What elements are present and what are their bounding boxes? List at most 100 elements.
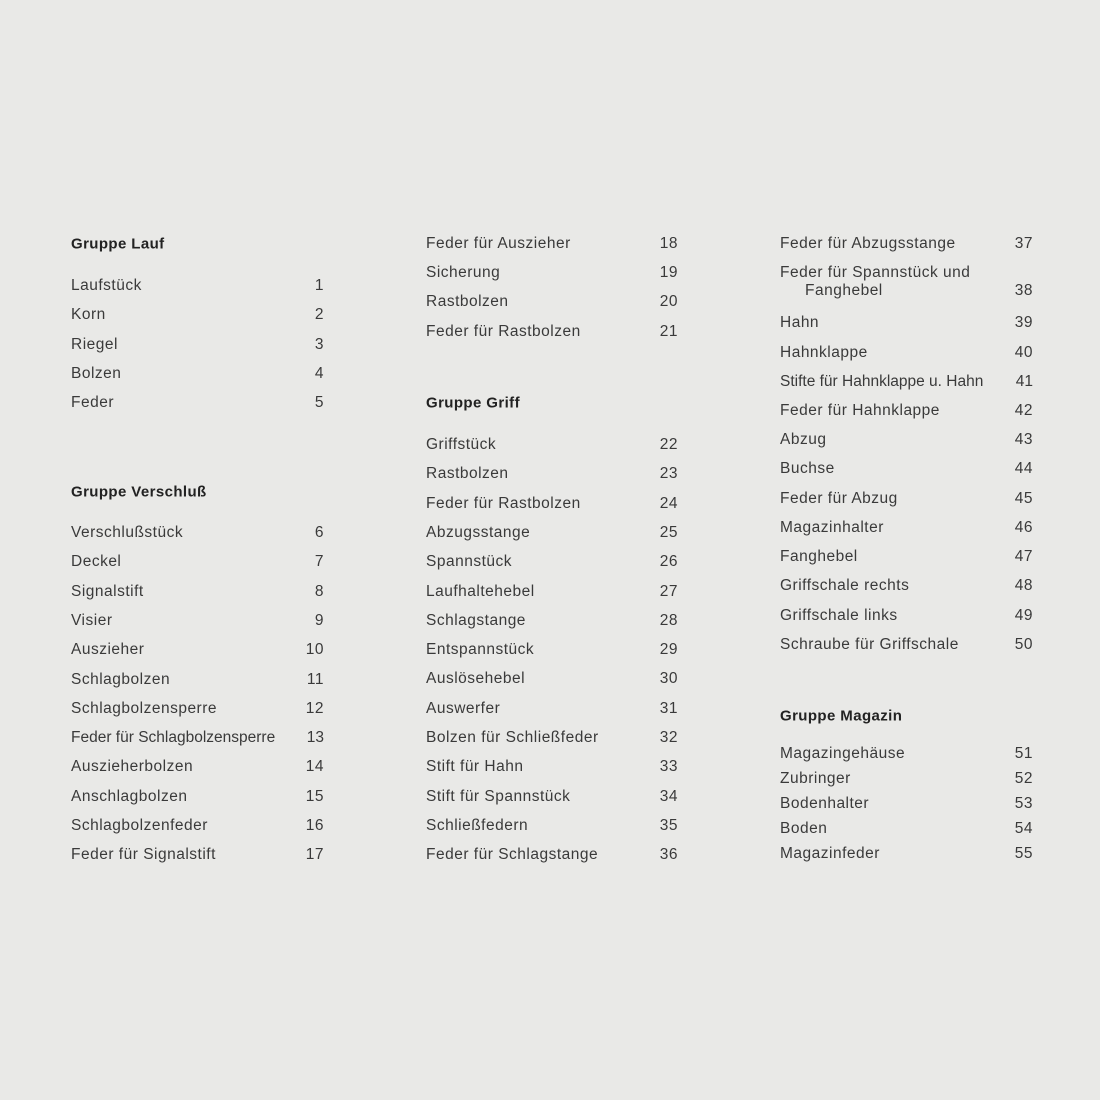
part-list-item: Visier 9: [71, 612, 324, 630]
part-number: 9: [314, 611, 324, 629]
part-list-item: Griffschale rechts 48: [780, 577, 1033, 595]
part-name: Bolzen für Schließfeder: [426, 729, 599, 746]
part-list-item: Rastbolzen 20: [426, 293, 678, 311]
part-name: Magazingehäuse: [780, 745, 906, 762]
part-list-item: Bolzen für Schließfeder 32: [426, 729, 678, 747]
part-list-item: Griffschale links 49: [780, 607, 1033, 625]
part-name: Feder für Schlagstange: [426, 846, 599, 864]
part-name: Schraube für Griffschale: [780, 636, 959, 653]
part-list-item: Schlagbolzen 11: [71, 671, 324, 689]
part-number: 2: [314, 306, 324, 323]
part-number: 28: [659, 611, 678, 629]
part-name: Auslösehebel: [426, 670, 526, 688]
part-name: Spannstück: [426, 553, 512, 571]
part-number: 49: [1014, 607, 1033, 624]
part-name: Rastbolzen: [426, 293, 509, 310]
part-name: Entspannstück: [426, 641, 535, 659]
part-name-continued: Fanghebel: [805, 282, 883, 299]
part-list-item: Feder für Signalstift 17: [71, 846, 324, 864]
part-list-item: Stift für Hahn 33: [426, 758, 678, 776]
part-name: Griffstück: [426, 436, 497, 453]
part-list-item: Magazinfeder 55: [780, 845, 1033, 863]
part-number: 6: [314, 524, 324, 541]
part-number: 22: [659, 436, 678, 453]
part-list-item: Bolzen 4: [71, 365, 324, 383]
part-name: Schließfedern: [426, 816, 529, 834]
part-name: Schlagbolzen: [71, 670, 171, 688]
group-header: Gruppe Magazin: [780, 707, 903, 725]
part-name: Auszieher: [71, 641, 145, 659]
part-list-item: Feder für Auszieher 18: [426, 235, 678, 253]
part-number: 41: [1015, 373, 1033, 390]
part-name: Griffschale rechts: [780, 577, 910, 594]
part-list-item: Schlagbolzenfeder 16: [71, 817, 324, 835]
part-name: Feder: [71, 394, 114, 411]
part-list-item: Laufhaltehebel 27: [426, 583, 678, 601]
part-name: Hahn: [780, 314, 820, 331]
part-number: 52: [1014, 770, 1033, 787]
part-number: 37: [1014, 235, 1033, 252]
part-name: Feder für Schlagbolzensperre: [71, 729, 276, 747]
part-number: 46: [1014, 519, 1033, 536]
part-list-item: Feder 5: [71, 394, 324, 412]
part-number: 18: [659, 235, 678, 252]
part-number: 8: [314, 582, 324, 600]
part-number: 30: [659, 670, 678, 688]
part-name: Bodenhalter: [780, 795, 870, 812]
part-name: Sicherung: [426, 264, 501, 281]
part-name: Stift für Hahn: [426, 758, 524, 776]
part-name: Verschlußstück: [71, 524, 184, 541]
part-name: Hahnklappe: [780, 343, 868, 361]
part-name: Boden: [780, 820, 828, 837]
part-number: 40: [1014, 343, 1033, 361]
part-name: Magazinfeder: [780, 845, 880, 862]
part-number: 33: [659, 758, 678, 776]
part-number: 32: [659, 729, 678, 746]
part-number: 17: [305, 846, 324, 864]
part-number: 54: [1014, 820, 1033, 837]
part-number: 51: [1014, 745, 1033, 762]
part-list-item: Schließfedern 35: [426, 817, 678, 835]
part-name: Feder für Abzug: [780, 490, 898, 507]
part-number: 15: [305, 787, 324, 805]
part-list-item: Feder für Schlagstange 36: [426, 846, 678, 864]
part-list-item: Korn 2: [71, 306, 324, 324]
part-list-item: Laufstück 1: [71, 277, 324, 295]
part-list-item: Feder für Spannstück und Fanghebel 38: [780, 264, 1033, 300]
part-list-item: Abzug 43: [780, 431, 1033, 449]
part-number: 26: [659, 553, 678, 571]
part-list-item: Entspannstück 29: [426, 641, 678, 659]
part-number: 12: [305, 699, 324, 717]
part-number: 20: [659, 293, 678, 310]
part-number: 25: [659, 523, 678, 541]
part-list-item: Anschlagbolzen 15: [71, 788, 324, 806]
part-number: 14: [305, 758, 324, 776]
part-number: 44: [1014, 460, 1033, 477]
part-number: 43: [1014, 431, 1033, 448]
part-name: Auszieherbolzen: [71, 758, 194, 776]
part-list-item: Hahn 39: [780, 314, 1033, 332]
part-number: 4: [314, 365, 324, 382]
group-header: Gruppe Lauf: [71, 235, 165, 253]
part-name: Riegel: [71, 336, 118, 353]
part-list-item: Riegel 3: [71, 336, 324, 354]
part-list-item: Buchse 44: [780, 460, 1033, 478]
part-name: Stift für Spannstück: [426, 787, 571, 805]
part-list-item: Stift für Spannstück 34: [426, 788, 678, 806]
part-list-item: Magazinhalter 46: [780, 519, 1033, 537]
part-name: Feder für Auszieher: [426, 235, 571, 252]
part-list-item: Schraube für Griffschale 50: [780, 636, 1033, 654]
part-name: Magazinhalter: [780, 519, 884, 536]
part-name: Auswerfer: [426, 699, 501, 717]
part-list-item: Feder für Hahnklappe 42: [780, 402, 1033, 420]
part-list-item: Auszieher 10: [71, 641, 324, 659]
part-name: Korn: [71, 306, 106, 323]
part-name: Zubringer: [780, 770, 851, 787]
part-name: Deckel: [71, 553, 122, 571]
part-list-item: Hahnklappe 40: [780, 344, 1033, 362]
part-name: Fanghebel: [780, 548, 858, 565]
part-list-item: Boden 54: [780, 820, 1033, 838]
part-name: Stifte für Hahnklappe u. Hahn: [780, 373, 984, 390]
part-number: 29: [659, 641, 678, 659]
part-list-item: Deckel 7: [71, 553, 324, 571]
